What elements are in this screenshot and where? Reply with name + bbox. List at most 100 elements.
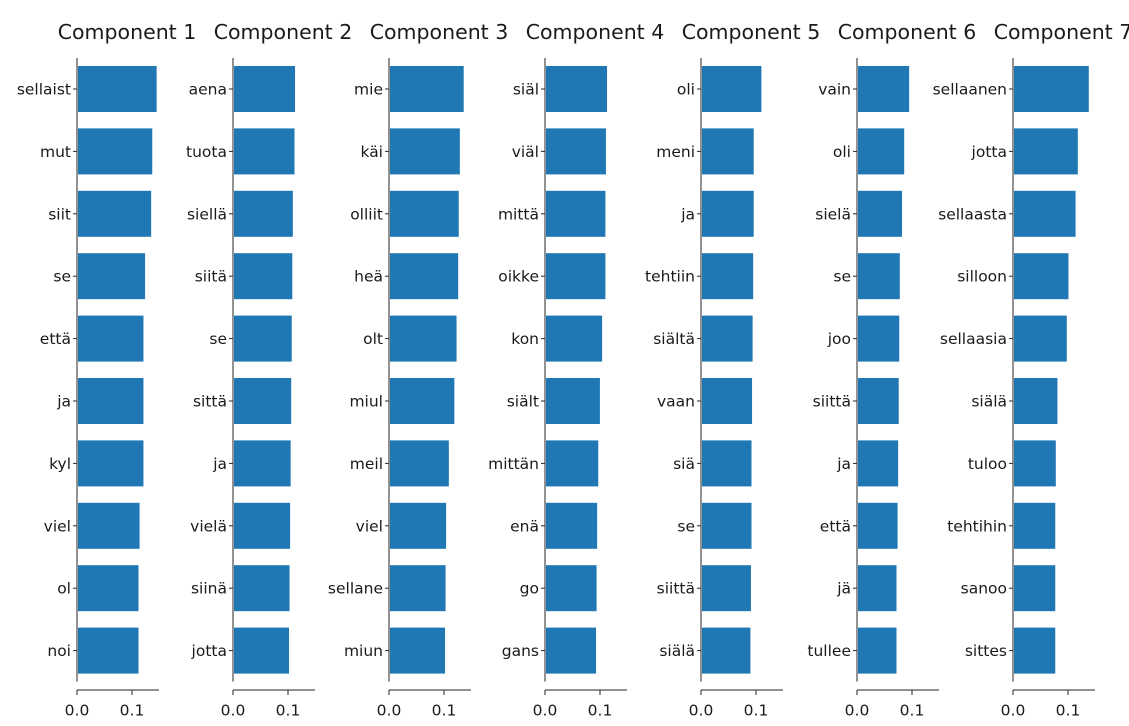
component-4-bar-8 bbox=[546, 502, 598, 549]
component-3-label-9: sellane bbox=[328, 580, 383, 598]
component-5-xtick-label-1: 0.0 bbox=[689, 702, 714, 720]
component-5-label-3: ja bbox=[680, 205, 695, 223]
component-5-bar-8 bbox=[702, 502, 752, 549]
component-3-label-6: miul bbox=[349, 393, 383, 411]
component-7-bar-7 bbox=[1014, 440, 1056, 487]
component-6-bar-3 bbox=[858, 190, 902, 237]
component-2-bar-4 bbox=[234, 253, 293, 300]
component-3-bar-6 bbox=[390, 378, 455, 424]
component-4-label-1: siäl bbox=[513, 81, 539, 99]
component-2-label-1: aena bbox=[189, 81, 227, 99]
component-2-bar-9 bbox=[234, 565, 290, 612]
component-2-label-2: tuota bbox=[186, 143, 227, 161]
component-6-label-5: joo bbox=[827, 330, 851, 348]
component-4-xtick-label-2: 0.1 bbox=[588, 702, 613, 720]
component-4-bar-3 bbox=[546, 190, 606, 237]
component-4-label-7: mittän bbox=[488, 455, 539, 473]
component-6-bar-5 bbox=[858, 315, 900, 362]
component-1-bar-3 bbox=[78, 190, 152, 237]
component-5-bar-9 bbox=[702, 565, 751, 612]
component-6-label-4: se bbox=[833, 268, 851, 286]
component-5-label-5: siältä bbox=[653, 330, 695, 348]
component-7-title: Component 7 bbox=[994, 20, 1129, 44]
component-4-label-10: gans bbox=[502, 642, 539, 660]
component-3-label-1: mie bbox=[354, 81, 383, 99]
component-5-label-6: vaan bbox=[657, 393, 695, 411]
component-2-label-8: vielä bbox=[190, 517, 227, 535]
component-1-bar-2 bbox=[78, 128, 153, 175]
component-2-bar-10 bbox=[234, 627, 289, 674]
component-5-bar-2 bbox=[702, 128, 754, 175]
component-7-label-2: jotta bbox=[971, 143, 1007, 161]
component-2-bar-1 bbox=[234, 66, 296, 112]
component-3-bar-10 bbox=[390, 627, 445, 674]
component-6-bar-8 bbox=[858, 502, 898, 549]
component-1-xtick-label-2: 0.1 bbox=[120, 702, 145, 720]
component-5-bar-4 bbox=[702, 253, 754, 300]
component-1-label-8: viel bbox=[44, 517, 71, 535]
component-6-label-10: tullee bbox=[807, 642, 851, 660]
component-2-bar-8 bbox=[234, 502, 291, 549]
component-1-bar-6 bbox=[78, 378, 144, 424]
component-7-label-6: siälä bbox=[971, 393, 1007, 411]
component-3-bar-3 bbox=[390, 190, 459, 237]
component-1-bar-9 bbox=[78, 565, 139, 612]
component-1-label-1: sellaist bbox=[17, 81, 71, 99]
component-6-xtick-label-1: 0.0 bbox=[845, 702, 870, 720]
component-4-label-3: mittä bbox=[498, 205, 539, 223]
component-7-label-7: tuloo bbox=[968, 455, 1007, 473]
component-1-bar-1 bbox=[78, 66, 157, 112]
component-5-label-8: se bbox=[677, 517, 695, 535]
component-1-title: Component 1 bbox=[58, 20, 197, 44]
component-2-bar-7 bbox=[234, 440, 291, 487]
component-7-label-1: sellaanen bbox=[933, 81, 1007, 99]
component-4-title: Component 4 bbox=[526, 20, 665, 44]
component-3-label-5: olt bbox=[363, 330, 383, 348]
component-5-bar-6 bbox=[702, 378, 753, 424]
component-5-label-2: meni bbox=[656, 143, 695, 161]
component-1-xtick-label-1: 0.0 bbox=[65, 702, 90, 720]
component-6-bar-2 bbox=[858, 128, 905, 175]
component-7-xtick-label-2: 0.1 bbox=[1056, 702, 1081, 720]
component-1-bar-7 bbox=[78, 440, 144, 487]
component-5-label-9: siittä bbox=[657, 580, 695, 598]
component-2-label-9: siinä bbox=[191, 580, 227, 598]
component-1-label-9: ol bbox=[57, 580, 71, 598]
component-3-bar-5 bbox=[390, 315, 457, 362]
component-6-label-1: vain bbox=[818, 81, 851, 99]
component-6-bar-1 bbox=[858, 66, 910, 112]
component-7-bar-9 bbox=[1014, 565, 1056, 612]
component-2-bar-6 bbox=[234, 378, 292, 424]
component-4-bar-2 bbox=[546, 128, 606, 175]
component-3-bar-2 bbox=[390, 128, 460, 175]
component-3-label-8: viel bbox=[356, 517, 383, 535]
component-3-label-2: käi bbox=[360, 143, 383, 161]
component-2-label-10: jotta bbox=[191, 642, 227, 660]
component-7-label-9: sanoo bbox=[961, 580, 1007, 598]
component-1-label-2: mut bbox=[40, 143, 71, 161]
component-6-label-2: oli bbox=[833, 143, 851, 161]
component-7-bar-1 bbox=[1014, 66, 1089, 112]
component-7-label-5: sellaasia bbox=[940, 330, 1007, 348]
component-4-bar-10 bbox=[546, 627, 597, 674]
component-4-label-8: enä bbox=[510, 517, 539, 535]
component-5-label-4: tehtiin bbox=[645, 268, 695, 286]
component-3-bar-4 bbox=[390, 253, 459, 300]
component-5-bar-1 bbox=[702, 66, 762, 112]
component-1-bar-5 bbox=[78, 315, 144, 362]
component-3-bar-1 bbox=[390, 66, 464, 112]
component-7-label-3: sellaasta bbox=[938, 205, 1007, 223]
component-1-bar-8 bbox=[78, 502, 140, 549]
component-3-xtick-label-1: 0.0 bbox=[377, 702, 402, 720]
component-5-xtick-label-2: 0.1 bbox=[744, 702, 769, 720]
component-2-title: Component 2 bbox=[214, 20, 353, 44]
component-1-label-10: noi bbox=[47, 642, 71, 660]
component-3-bar-9 bbox=[390, 565, 446, 612]
component-1-bar-4 bbox=[78, 253, 146, 300]
component-6-xtick-label-2: 0.1 bbox=[900, 702, 925, 720]
component-3-label-10: miun bbox=[344, 642, 383, 660]
component-6-label-8: että bbox=[820, 517, 851, 535]
component-6-bar-10 bbox=[858, 627, 897, 674]
component-4-xtick-label-1: 0.0 bbox=[533, 702, 558, 720]
component-4-label-6: siält bbox=[507, 393, 539, 411]
